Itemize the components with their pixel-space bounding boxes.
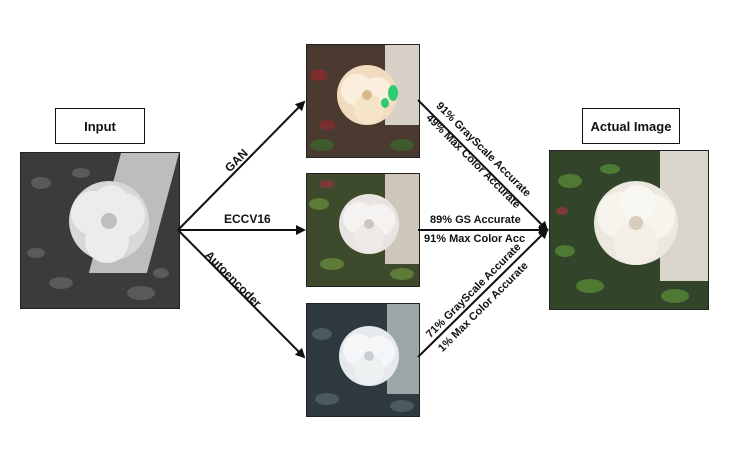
gan-output-image — [306, 44, 420, 158]
input-label-box: Input — [55, 108, 145, 144]
gan-rose-image — [307, 45, 419, 157]
input-label: Input — [84, 118, 116, 134]
input-image — [20, 152, 180, 309]
actual-rose-image — [550, 151, 708, 309]
arrow-input-to-gan — [177, 100, 306, 231]
autoencoder-label: Autoencoder — [202, 248, 265, 311]
actual-image — [549, 150, 709, 310]
autoencoder-rose-image — [307, 304, 419, 416]
gan-result-line2: 49% Max Color Accurate — [423, 112, 523, 211]
eccv16-output-image — [306, 173, 420, 287]
eccv16-result-line2: 91% Max Color Acc — [424, 233, 526, 245]
arrow-autoencoder-to-actual — [417, 228, 549, 358]
gan-result-line1: 91% GrayScale Accurate — [433, 100, 533, 200]
actual-image-label: Actual Image — [590, 118, 672, 134]
autoencoder-output-image — [306, 303, 420, 417]
eccv16-rose-image — [307, 174, 419, 286]
eccv16-label: ECCV16 — [224, 212, 271, 226]
gan-label: GAN — [222, 146, 251, 175]
grayscale-rose-image — [21, 153, 179, 308]
eccv16-result-line1: 89% GS Accurate — [430, 214, 521, 226]
autoencoder-result-line1: 71% GrayScale Accurate — [424, 241, 524, 341]
actual-image-label-box: Actual Image — [582, 108, 680, 144]
